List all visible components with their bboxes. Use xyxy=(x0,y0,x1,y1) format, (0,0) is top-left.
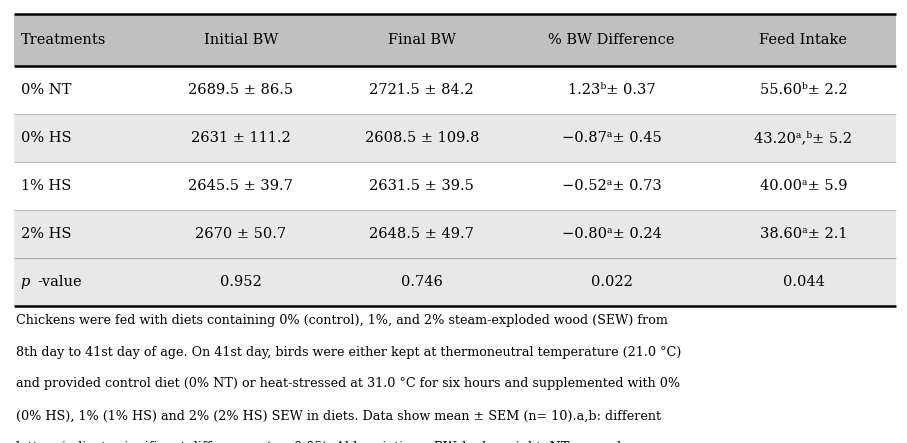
Text: 40.00ᵃ± 5.9: 40.00ᵃ± 5.9 xyxy=(760,179,847,193)
Bar xyxy=(14,14,896,66)
Text: Treatments: Treatments xyxy=(21,33,106,47)
Text: 0% NT: 0% NT xyxy=(21,83,72,97)
Text: Final BW: Final BW xyxy=(388,33,455,47)
Text: 2645.5 ± 39.7: 2645.5 ± 39.7 xyxy=(189,179,293,193)
Text: 0.044: 0.044 xyxy=(783,275,824,289)
Text: 2608.5 ± 109.8: 2608.5 ± 109.8 xyxy=(365,131,479,145)
Text: 2689.5 ± 86.5: 2689.5 ± 86.5 xyxy=(189,83,293,97)
Text: p: p xyxy=(21,275,30,289)
Text: −0.80ᵃ± 0.24: −0.80ᵃ± 0.24 xyxy=(561,227,661,241)
Bar xyxy=(14,210,896,258)
Text: −0.52ᵃ± 0.73: −0.52ᵃ± 0.73 xyxy=(561,179,661,193)
Text: Feed Intake: Feed Intake xyxy=(759,33,847,47)
Text: Chickens were fed with diets containing 0% (control), 1%, and 2% steam-exploded : Chickens were fed with diets containing … xyxy=(16,314,668,326)
Text: 1% HS: 1% HS xyxy=(21,179,72,193)
Text: Initial BW: Initial BW xyxy=(204,33,278,47)
Text: 0.746: 0.746 xyxy=(401,275,443,289)
Bar xyxy=(14,66,896,114)
Bar xyxy=(14,114,896,162)
Text: % BW Difference: % BW Difference xyxy=(548,33,675,47)
Text: 2721.5 ± 84.2: 2721.5 ± 84.2 xyxy=(369,83,474,97)
Bar xyxy=(14,162,896,210)
Text: letters indicate significant differences (p< 0.05). Abbreviations: BW, body weig: letters indicate significant differences… xyxy=(16,441,621,443)
Text: 2631.5 ± 39.5: 2631.5 ± 39.5 xyxy=(369,179,474,193)
Text: -value: -value xyxy=(37,275,82,289)
Text: (0% HS), 1% (1% HS) and 2% (2% HS) SEW in diets. Data show mean ± SEM (n= 10).a,: (0% HS), 1% (1% HS) and 2% (2% HS) SEW i… xyxy=(16,409,661,422)
Text: 55.60ᵇ± 2.2: 55.60ᵇ± 2.2 xyxy=(760,83,847,97)
Text: 2670 ± 50.7: 2670 ± 50.7 xyxy=(195,227,287,241)
Text: −0.87ᵃ± 0.45: −0.87ᵃ± 0.45 xyxy=(561,131,661,145)
Text: 0% HS: 0% HS xyxy=(21,131,72,145)
Text: 2631 ± 111.2: 2631 ± 111.2 xyxy=(191,131,291,145)
Text: 0.952: 0.952 xyxy=(220,275,262,289)
Text: and provided control diet (0% NT) or heat-stressed at 31.0 °C for six hours and : and provided control diet (0% NT) or hea… xyxy=(16,377,680,390)
Text: 8th day to 41st day of age. On 41st day, birds were either kept at thermoneutral: 8th day to 41st day of age. On 41st day,… xyxy=(16,346,682,358)
Text: 1.23ᵇ± 0.37: 1.23ᵇ± 0.37 xyxy=(568,83,656,97)
Text: 43.20ᵃ,ᵇ± 5.2: 43.20ᵃ,ᵇ± 5.2 xyxy=(755,131,853,145)
Text: 38.60ᵃ± 2.1: 38.60ᵃ± 2.1 xyxy=(760,227,847,241)
Text: 2% HS: 2% HS xyxy=(21,227,72,241)
Bar xyxy=(14,258,896,306)
Text: 2648.5 ± 49.7: 2648.5 ± 49.7 xyxy=(369,227,474,241)
Text: 0.022: 0.022 xyxy=(590,275,632,289)
